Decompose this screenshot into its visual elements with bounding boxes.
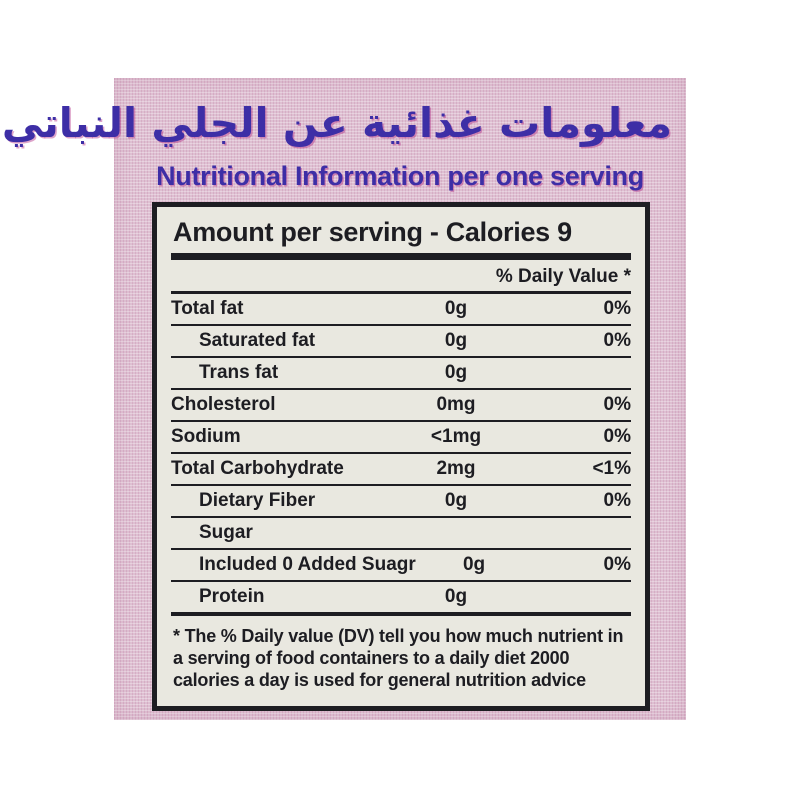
daily-value-footnote: * The % Daily value (DV) tell you how mu… (173, 626, 624, 690)
nutrient-name: Saturated fat (199, 330, 316, 351)
nutrient-daily-value: <1% (592, 458, 631, 479)
nutrient-rows: Total fat 0g 0% Saturated fat 0g 0% Trans fat 0… (171, 294, 631, 616)
nutrient-daily-value: 0% (603, 394, 631, 415)
nutrient-name: Sodium (171, 426, 241, 447)
nutrient-daily-value: 0% (603, 426, 631, 447)
nutrient-daily-value: 0% (603, 490, 631, 511)
nutrient-amount: 0g (444, 586, 468, 607)
nutrient-name: Total Carbohydrate (171, 458, 344, 479)
nutrient-amount: 0mg (436, 394, 476, 415)
nutrient-name: Protein (199, 586, 265, 607)
nutrient-amount: 2mg (436, 458, 476, 479)
arabic-title: معلومات غذائية عن الجلي النباتي (1, 99, 672, 147)
nutrient-amount: <1mg (430, 426, 482, 447)
nutrient-daily-value: 0% (603, 298, 631, 319)
nutrient-row: Sugar (171, 518, 631, 550)
nutrient-name: Sugar (199, 522, 253, 543)
nutrient-amount: 0g (444, 330, 468, 351)
nutrient-name: Total fat (171, 298, 244, 319)
nutrient-amount: 0g (444, 362, 468, 383)
nutrient-row: Trans fat 0g (171, 358, 631, 390)
nutrient-name: Dietary Fiber (199, 490, 316, 511)
amount-per-serving-header: Amount per serving - Calories 9 (171, 207, 631, 260)
nutrient-row: Total fat 0g 0% (171, 294, 631, 326)
nutrient-row: Sodium <1mg 0% (171, 422, 631, 454)
nutrient-row: Cholesterol 0mg 0% (171, 390, 631, 422)
nutrient-name: Included 0 Added Suagr (199, 554, 416, 575)
nutrient-row: Dietary Fiber 0g 0% (171, 486, 631, 518)
nutrient-row: Protein 0g (171, 582, 631, 616)
nutrient-amount: 0g (444, 298, 468, 319)
english-title: Nutritional Information per one serving (156, 161, 644, 191)
nutrient-row: Included 0 Added Suagr 0g 0% (171, 550, 631, 582)
nutrient-amount: 0g (444, 490, 468, 511)
product-label: معلومات غذائية عن الجلي النباتي Nutritio… (1, 78, 686, 720)
nutrient-name: Cholesterol (171, 394, 276, 415)
nutrient-daily-value: 0% (603, 554, 631, 575)
daily-value-header: % Daily Value * (171, 260, 631, 294)
nutrient-amount: 0g (462, 554, 486, 575)
nutrient-row: Saturated fat 0g 0% (171, 326, 631, 358)
nutrition-facts-content: Amount per serving - Calories 9 % Daily … (171, 207, 631, 701)
nutrient-row: Total Carbohydrate 2mg <1% (171, 454, 631, 486)
nutrient-daily-value: 0% (603, 330, 631, 351)
nutrition-facts-panel: Amount per serving - Calories 9 % Daily … (152, 202, 650, 711)
nutrient-name: Trans fat (199, 362, 279, 383)
